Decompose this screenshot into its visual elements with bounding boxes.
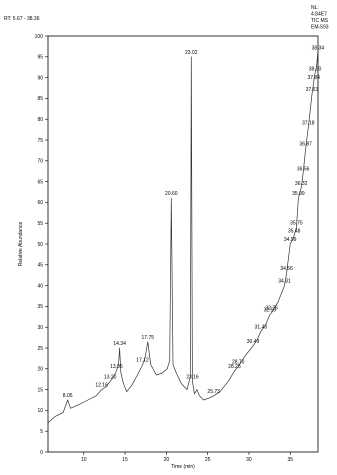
x-tick-label: 10 (81, 457, 87, 463)
peak-label: 23.16 (186, 374, 199, 380)
x-tick-label: 25 (205, 457, 211, 463)
peak-label: 36.87 (299, 141, 312, 147)
x-tick-label: 35 (287, 457, 293, 463)
peak-label: 17.75 (142, 335, 155, 341)
y-tick-label: 80 (37, 117, 43, 123)
peak-label: 37.84 (307, 75, 320, 81)
peak-label: 35.48 (288, 229, 301, 235)
peak-label: 13.95 (110, 364, 123, 370)
y-tick-label: 0 (40, 450, 43, 456)
y-axis-label: Relative Abundance (18, 222, 24, 267)
y-tick-label: 55 (37, 221, 43, 227)
nl-label-line: TIC MS (311, 18, 329, 24)
y-tick-label: 85 (37, 96, 43, 102)
peak-label: 14.34 (113, 341, 126, 347)
y-tick-label: 50 (37, 242, 43, 248)
y-tick-label: 60 (37, 200, 43, 206)
peak-label: 8.05 (63, 393, 73, 399)
y-tick-label: 20 (37, 367, 43, 373)
peak-label: 31.43 (255, 324, 268, 330)
peak-label: 38.34 (312, 46, 325, 52)
y-tick-label: 70 (37, 159, 43, 165)
peak-label: 32.53 (264, 308, 277, 314)
peak-label: 37.63 (306, 87, 319, 93)
nl-label-line: 4.84E7 (311, 12, 327, 18)
x-tick-label: 30 (246, 457, 252, 463)
peak-label: 28.70 (232, 360, 245, 366)
peak-label: 34.31 (278, 279, 291, 285)
peak-label: 17.12 (136, 358, 149, 364)
peak-label: 37.18 (302, 121, 315, 127)
y-tick-label: 15 (37, 387, 43, 393)
y-tick-label: 30 (37, 325, 43, 331)
peak-label: 36.32 (295, 181, 308, 187)
peak-label: 35.99 (292, 191, 305, 197)
peak-label: 28.25 (228, 364, 241, 370)
peak-label: 36.56 (297, 166, 310, 172)
nl-label-line: NL: (311, 5, 319, 11)
nl-label-line: EM-593 (311, 25, 329, 31)
peak-label: 13.20 (104, 374, 117, 380)
peak-label: 20.60 (165, 191, 178, 197)
y-tick-label: 95 (37, 55, 43, 61)
y-tick-label: 40 (37, 283, 43, 289)
peak-label: 38.00 (309, 66, 322, 72)
peak-label: 32.75 (265, 306, 278, 312)
chromatogram-trace (47, 52, 319, 424)
plot-frame (47, 35, 319, 453)
y-tick-label: 25 (37, 346, 43, 352)
y-tick-label: 90 (37, 75, 43, 81)
y-tick-label: 35 (37, 304, 43, 310)
y-tick-label: 65 (37, 179, 43, 185)
peak-label: 34.99 (284, 237, 297, 243)
y-tick-label: 75 (37, 138, 43, 144)
peak-label: 23.02 (185, 50, 198, 56)
peak-label: 30.49 (247, 339, 260, 345)
peak-label: 34.56 (280, 266, 293, 272)
x-tick-label: 20 (164, 457, 170, 463)
rt-range-label: RT: 5.67 - 38.36 (4, 16, 40, 22)
y-tick-label: 45 (37, 263, 43, 269)
y-tick-label: 10 (37, 408, 43, 414)
peak-label: 35.75 (290, 220, 303, 226)
peak-label: 12.16 (95, 383, 108, 389)
y-tick-label: 100 (35, 34, 44, 40)
x-tick-label: 15 (122, 457, 128, 463)
y-tick-label: 5 (40, 429, 43, 435)
peak-label: 25.73 (207, 389, 220, 395)
x-axis-label: Time (min) (171, 464, 195, 470)
